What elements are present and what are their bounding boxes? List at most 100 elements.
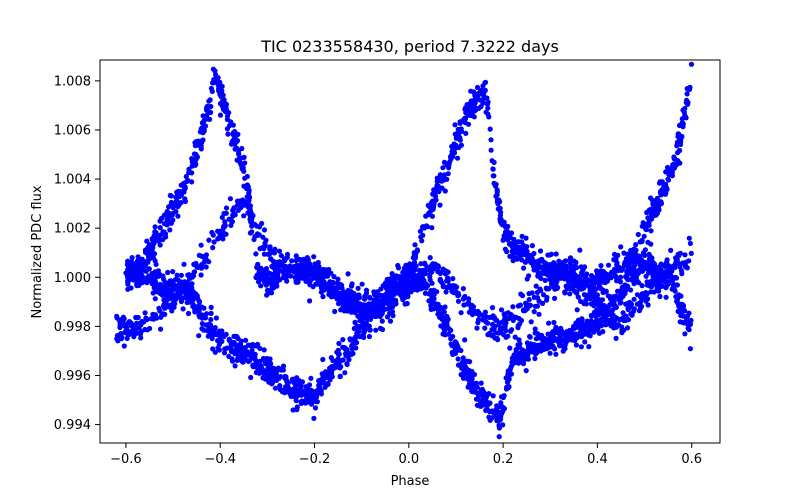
data-point: [266, 379, 272, 385]
data-point: [434, 178, 440, 185]
data-point: [199, 326, 205, 332]
data-point: [506, 376, 512, 382]
data-point: [189, 170, 195, 176]
data-point: [319, 379, 325, 385]
data-point: [150, 237, 156, 243]
data-point: [168, 220, 174, 226]
data-point: [499, 326, 505, 332]
data-point: [327, 377, 333, 383]
data-point: [204, 311, 210, 317]
data-point: [197, 313, 203, 319]
data-point: [201, 127, 207, 134]
data-point: [523, 368, 529, 374]
data-point: [429, 225, 435, 231]
data-point: [317, 385, 323, 391]
data-point: [258, 283, 264, 289]
data-point: [547, 332, 553, 338]
series-3: [114, 194, 694, 349]
data-point: [205, 322, 211, 328]
data-point: [266, 288, 272, 294]
data-point: [494, 409, 500, 415]
data-point: [123, 270, 129, 276]
data-point: [634, 292, 641, 298]
data-point: [241, 183, 247, 189]
data-point: [284, 378, 290, 384]
data-point: [189, 285, 195, 291]
data-point: [684, 91, 690, 97]
data-point: [466, 296, 472, 302]
data-point: [218, 331, 224, 337]
data-point: [395, 265, 402, 271]
data-point: [144, 238, 150, 244]
data-point: [494, 197, 501, 203]
data-point: [524, 340, 531, 346]
data-point: [682, 252, 688, 258]
data-point: [517, 251, 524, 257]
data-point: [548, 337, 554, 343]
data-point: [489, 158, 495, 164]
data-point: [529, 243, 536, 249]
data-point: [627, 252, 633, 258]
data-point: [557, 343, 563, 349]
data-point: [639, 283, 645, 289]
data-point: [618, 244, 624, 250]
data-point: [283, 374, 289, 380]
data-point: [598, 263, 604, 269]
data-point: [114, 333, 120, 339]
data-point: [680, 319, 686, 325]
data-point: [209, 229, 215, 236]
data-point: [264, 274, 270, 280]
data-point: [246, 187, 252, 194]
data-point: [221, 224, 227, 230]
data-point: [457, 119, 463, 125]
data-point: [450, 333, 456, 340]
data-point: [521, 265, 527, 271]
data-point: [128, 320, 134, 326]
data-point: [312, 405, 319, 411]
data-point: [363, 287, 370, 293]
data-point: [448, 327, 454, 333]
data-point: [236, 346, 242, 353]
y-tick-label: 0.998: [54, 320, 91, 335]
data-point: [688, 250, 694, 256]
data-point: [319, 277, 325, 283]
data-point: [462, 337, 468, 343]
data-point: [328, 270, 334, 276]
data-point: [305, 399, 311, 405]
data-point: [526, 291, 532, 297]
data-point: [462, 116, 469, 122]
data-point: [487, 126, 493, 132]
data-point: [264, 292, 270, 298]
data-point: [303, 384, 309, 390]
data-point: [350, 350, 356, 357]
data-point: [440, 165, 446, 171]
data-point: [637, 239, 643, 245]
data-point: [508, 313, 515, 319]
data-point: [406, 283, 412, 289]
data-point: [349, 346, 355, 352]
data-point: [304, 257, 310, 263]
data-point: [527, 303, 533, 309]
data-point: [455, 356, 461, 362]
data-point: [123, 328, 129, 334]
data-point: [505, 310, 511, 316]
data-point: [135, 314, 141, 321]
data-point: [553, 281, 559, 287]
data-point: [623, 287, 629, 293]
data-point: [583, 301, 590, 307]
data-point: [609, 299, 615, 305]
data-point: [515, 323, 521, 329]
y-axis-label: Normalized PDC flux: [30, 185, 45, 318]
data-point: [211, 239, 217, 245]
data-point: [528, 254, 534, 260]
data-point: [242, 175, 248, 181]
data-point: [359, 334, 365, 340]
data-point: [500, 394, 506, 401]
data-point: [462, 372, 468, 378]
data-point: [686, 258, 692, 264]
data-point: [273, 372, 279, 379]
data-point: [293, 268, 299, 275]
data-point: [477, 400, 484, 406]
data-point: [664, 185, 670, 191]
data-point: [624, 259, 630, 265]
